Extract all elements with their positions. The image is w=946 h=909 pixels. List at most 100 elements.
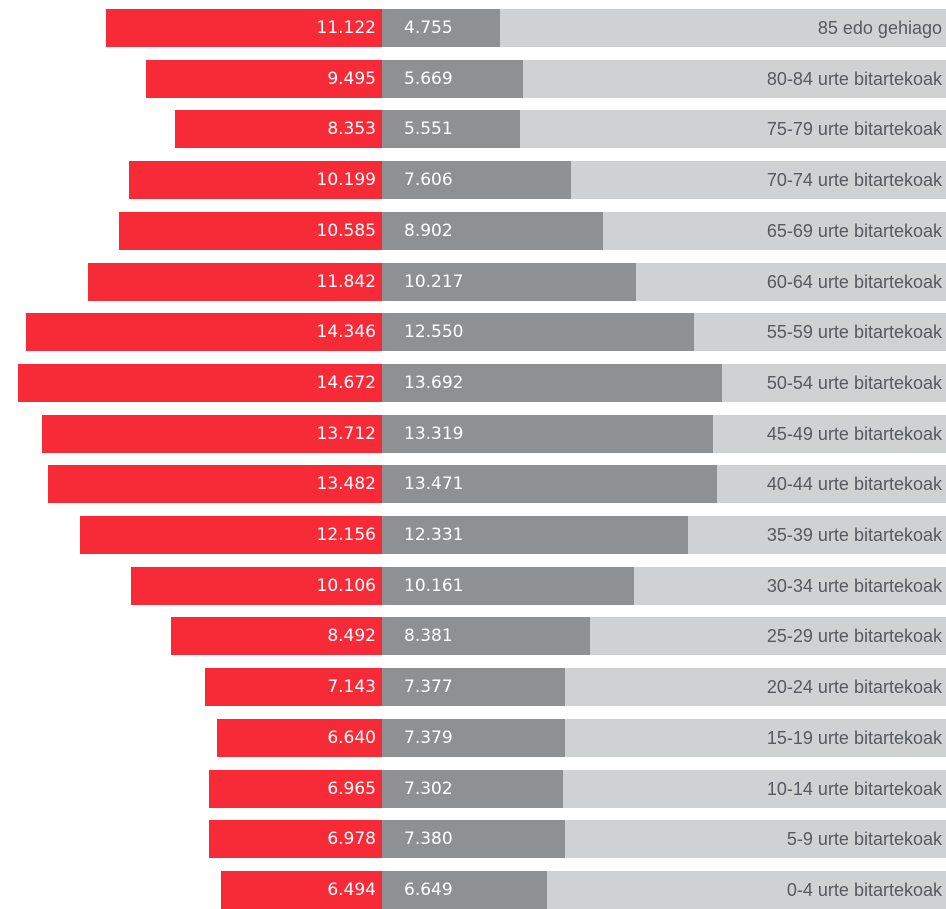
left-value-label: 11.842 xyxy=(316,271,376,292)
left-value-label: 13.482 xyxy=(316,474,376,495)
right-value-label: 4.755 xyxy=(404,18,453,38)
age-group-label: 60-64 urte bitartekoak xyxy=(766,271,942,292)
left-value-label: 12.156 xyxy=(316,525,376,545)
right-value-label: 7.379 xyxy=(404,727,453,748)
right-bar xyxy=(382,566,634,605)
age-group-row: 10.199 7.606 70-74 urte bitartekoak xyxy=(0,161,946,200)
right-bar xyxy=(382,617,590,656)
left-value-label: 10.199 xyxy=(316,170,376,191)
left-bar xyxy=(129,161,382,200)
left-bar xyxy=(146,59,382,98)
age-group-row: 14.672 13.692 50-54 urte bitartekoak xyxy=(0,363,946,402)
left-bar xyxy=(42,414,382,453)
right-value-label: 8.381 xyxy=(404,626,453,647)
right-bar xyxy=(382,161,571,200)
left-bar xyxy=(171,617,382,656)
left-value-label: 10.106 xyxy=(316,575,376,596)
left-value-label: 6.978 xyxy=(327,829,376,850)
age-group-label: 35-39 urte bitartekoak xyxy=(766,525,942,545)
age-group-label: 65-69 urte bitartekoak xyxy=(766,220,942,241)
right-bar xyxy=(382,414,713,453)
left-bar xyxy=(119,211,382,250)
right-value-label: 6.649 xyxy=(404,879,453,900)
right-bar xyxy=(382,313,694,352)
right-value-label: 7.606 xyxy=(404,170,453,191)
age-group-row: 12.156 12.331 35-39 urte bitartekoak xyxy=(0,516,946,554)
age-group-label: 15-19 urte bitartekoak xyxy=(766,727,942,748)
right-value-label: 12.550 xyxy=(404,322,464,343)
age-group-label: 85 edo gehiago xyxy=(817,18,942,38)
right-value-label: 7.302 xyxy=(404,778,453,799)
right-value-label: 13.692 xyxy=(404,372,464,393)
age-group-label: 10-14 urte bitartekoak xyxy=(766,778,942,799)
right-value-label: 10.161 xyxy=(404,575,464,596)
left-bar xyxy=(26,313,382,352)
right-value-label: 7.380 xyxy=(404,829,453,850)
age-group-row: 9.495 5.669 80-84 urte bitartekoak xyxy=(0,59,946,98)
age-group-row: 11.122 4.755 85 edo gehiago xyxy=(0,9,946,47)
left-value-label: 10.585 xyxy=(316,220,376,241)
right-bar xyxy=(382,718,565,757)
right-bar xyxy=(382,363,722,402)
age-group-row: 7.143 7.377 20-24 urte bitartekoak xyxy=(0,668,946,707)
right-bar xyxy=(382,110,520,149)
left-value-label: 13.712 xyxy=(316,423,376,444)
right-value-label: 10.217 xyxy=(404,271,464,292)
age-group-label: 30-34 urte bitartekoak xyxy=(766,575,942,596)
right-bar xyxy=(382,769,563,808)
age-group-label: 45-49 urte bitartekoak xyxy=(766,423,942,444)
age-group-row: 6.978 7.380 5-9 urte bitartekoak xyxy=(0,820,946,859)
age-group-row: 14.346 12.550 55-59 urte bitartekoak xyxy=(0,313,946,352)
age-group-label: 0-4 urte bitartekoak xyxy=(786,879,942,900)
left-value-label: 8.353 xyxy=(327,119,376,140)
right-bar xyxy=(382,820,565,859)
left-bar xyxy=(48,465,382,504)
right-bar xyxy=(382,262,636,301)
right-bar xyxy=(382,211,603,250)
right-value-label: 5.669 xyxy=(404,68,453,89)
age-group-label: 20-24 urte bitartekoak xyxy=(766,677,942,698)
left-bar xyxy=(131,566,382,605)
left-bar xyxy=(88,262,382,301)
left-value-label: 14.346 xyxy=(316,322,376,343)
left-bar xyxy=(175,110,382,149)
left-bar xyxy=(106,9,382,47)
age-group-label: 25-29 urte bitartekoak xyxy=(766,626,942,647)
right-value-label: 7.377 xyxy=(404,677,453,698)
right-value-label: 12.331 xyxy=(404,525,464,545)
right-value-label: 8.902 xyxy=(404,220,453,241)
age-group-label: 70-74 urte bitartekoak xyxy=(766,170,942,191)
age-group-row: 6.965 7.302 10-14 urte bitartekoak xyxy=(0,769,946,808)
age-group-label: 40-44 urte bitartekoak xyxy=(766,474,942,495)
left-bar xyxy=(205,668,382,707)
right-value-label: 13.471 xyxy=(404,474,464,495)
age-group-label: 75-79 urte bitartekoak xyxy=(766,119,942,140)
age-group-row: 8.492 8.381 25-29 urte bitartekoak xyxy=(0,617,946,656)
age-group-label: 55-59 urte bitartekoak xyxy=(766,322,942,343)
left-value-label: 9.495 xyxy=(327,68,376,89)
left-value-label: 8.492 xyxy=(327,626,376,647)
age-group-row: 10.585 8.902 65-69 urte bitartekoak xyxy=(0,211,946,250)
right-bar xyxy=(382,9,500,47)
left-value-label: 6.965 xyxy=(327,778,376,799)
left-bar xyxy=(80,516,382,554)
age-group-row: 13.482 13.471 40-44 urte bitartekoak xyxy=(0,465,946,504)
left-value-label: 7.143 xyxy=(327,677,376,698)
right-value-label: 13.319 xyxy=(404,423,464,444)
age-group-row: 10.106 10.161 30-34 urte bitartekoak xyxy=(0,566,946,605)
left-bar xyxy=(209,769,382,808)
left-value-label: 11.122 xyxy=(316,18,376,38)
age-group-row: 11.842 10.217 60-64 urte bitartekoak xyxy=(0,262,946,301)
left-bar xyxy=(209,820,382,859)
right-value-label: 5.551 xyxy=(404,119,453,140)
age-group-label: 50-54 urte bitartekoak xyxy=(766,372,942,393)
left-bar xyxy=(18,363,382,402)
left-value-label: 14.672 xyxy=(316,372,376,393)
age-group-row: 6.494 6.649 0-4 urte bitartekoak xyxy=(0,870,946,909)
age-group-row: 13.712 13.319 45-49 urte bitartekoak xyxy=(0,414,946,453)
right-bar xyxy=(382,465,717,504)
left-value-label: 6.494 xyxy=(327,879,376,900)
age-group-label: 80-84 urte bitartekoak xyxy=(766,68,942,89)
left-value-label: 6.640 xyxy=(327,727,376,748)
